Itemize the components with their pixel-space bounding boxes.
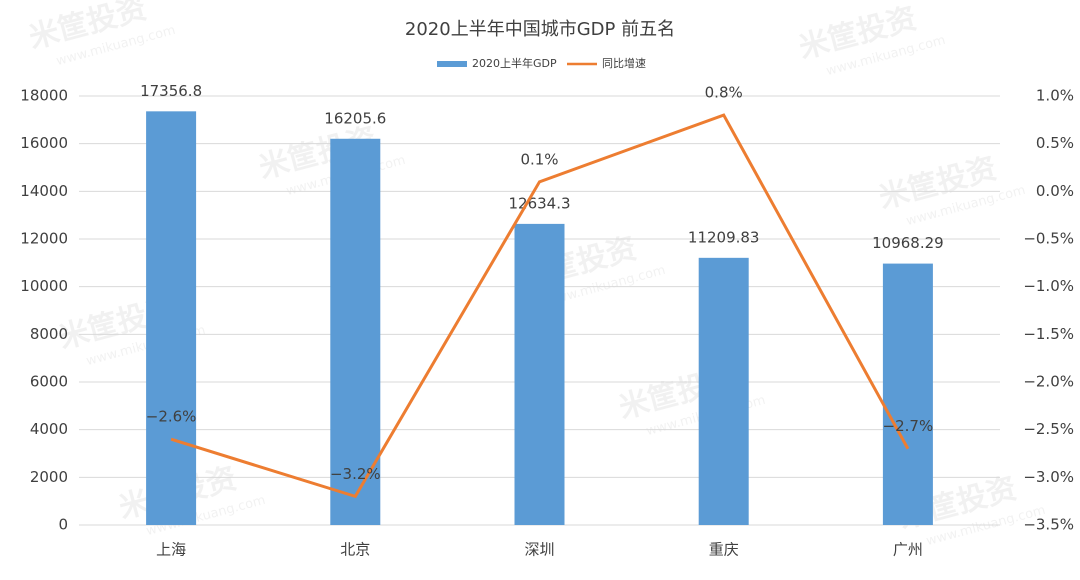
bar — [330, 138, 381, 525]
bar-value-label: 10968.29 — [872, 234, 944, 252]
y-tick-label: 12000 — [20, 230, 68, 248]
y-tick-label: 16000 — [20, 134, 68, 152]
x-tick-label: 深圳 — [524, 541, 554, 559]
bar — [698, 257, 749, 525]
line-value-label: 0.1% — [520, 150, 558, 168]
line — [170, 113, 910, 499]
x-tick-label: 上海 — [156, 541, 186, 559]
y2-tick-label: 0.0% — [1036, 182, 1074, 200]
x-tick-label: 北京 — [340, 541, 370, 559]
x-tick-label: 广州 — [893, 541, 923, 559]
bar — [514, 223, 565, 526]
y-tick-label: 6000 — [30, 373, 68, 391]
y2-tick-label: −3.0% — [1023, 468, 1074, 486]
chart-title: 2020上半年中国城市GDP 前五名 — [405, 19, 675, 40]
bar — [146, 111, 197, 526]
y-tick-label: 0 — [58, 516, 68, 534]
y2-tick-label: −3.5% — [1023, 516, 1074, 534]
y-tick-label: 4000 — [30, 420, 68, 438]
line-value-label: −3.2% — [330, 465, 381, 483]
y2-tick-label: 1.0% — [1036, 87, 1074, 105]
legend-label: 同比增速 — [602, 56, 646, 70]
bar — [882, 263, 933, 525]
y-tick-label: 8000 — [30, 325, 68, 343]
y2-tick-label: 0.5% — [1036, 134, 1074, 152]
y2-tick-label: −2.5% — [1023, 420, 1074, 438]
y-tick-label: 14000 — [20, 182, 68, 200]
y-tick-label: 2000 — [30, 468, 68, 486]
bar-value-label: 16205.6 — [324, 109, 386, 127]
line-value-label: −2.7% — [883, 417, 934, 435]
y2-tick-label: −1.0% — [1023, 277, 1074, 295]
y2-tick-label: −1.5% — [1023, 325, 1074, 343]
legend-label: 2020上半年GDP — [472, 56, 557, 70]
bar-value-label: 17356.8 — [140, 82, 202, 100]
x-tick-label: 重庆 — [709, 541, 739, 559]
line-value-label: −2.6% — [146, 408, 197, 426]
bar-value-label: 12634.3 — [508, 194, 570, 212]
y-tick-label: 10000 — [20, 277, 68, 295]
y2-tick-label: −0.5% — [1023, 230, 1074, 248]
y2-tick-label: −2.0% — [1023, 373, 1074, 391]
legend-swatch — [437, 61, 467, 67]
bar-value-label: 11209.83 — [688, 228, 760, 246]
line-value-label: 0.8% — [705, 84, 743, 102]
y-tick-label: 18000 — [20, 87, 68, 105]
